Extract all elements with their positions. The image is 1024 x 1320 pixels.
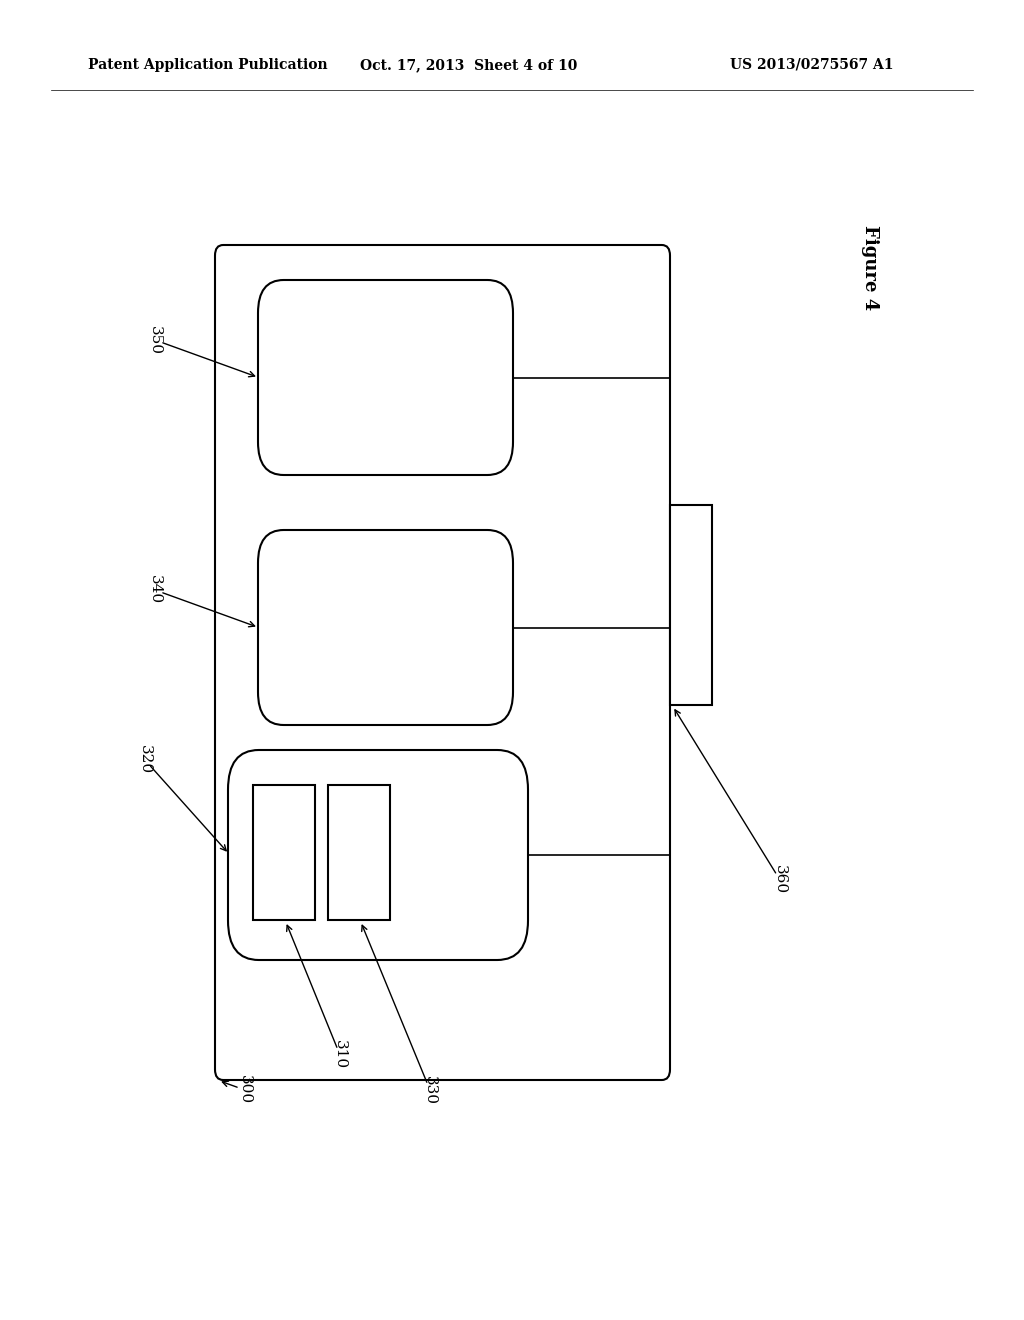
FancyBboxPatch shape: [258, 280, 513, 475]
Text: 310: 310: [333, 1040, 347, 1069]
Text: 330: 330: [423, 1076, 437, 1105]
FancyBboxPatch shape: [258, 531, 513, 725]
Bar: [328, 785, 390, 920]
Text: Patent Application Publication: Patent Application Publication: [88, 58, 328, 73]
Bar: [253, 785, 315, 920]
Bar: [670, 506, 712, 705]
FancyBboxPatch shape: [215, 246, 670, 1080]
FancyBboxPatch shape: [228, 750, 528, 960]
Text: Figure 4: Figure 4: [861, 224, 879, 310]
Text: 300: 300: [238, 1076, 252, 1105]
Text: 360: 360: [773, 866, 787, 895]
Text: 340: 340: [148, 576, 162, 605]
Text: Oct. 17, 2013  Sheet 4 of 10: Oct. 17, 2013 Sheet 4 of 10: [360, 58, 578, 73]
Text: US 2013/0275567 A1: US 2013/0275567 A1: [730, 58, 894, 73]
Text: 350: 350: [148, 326, 162, 355]
Text: 320: 320: [138, 746, 152, 775]
